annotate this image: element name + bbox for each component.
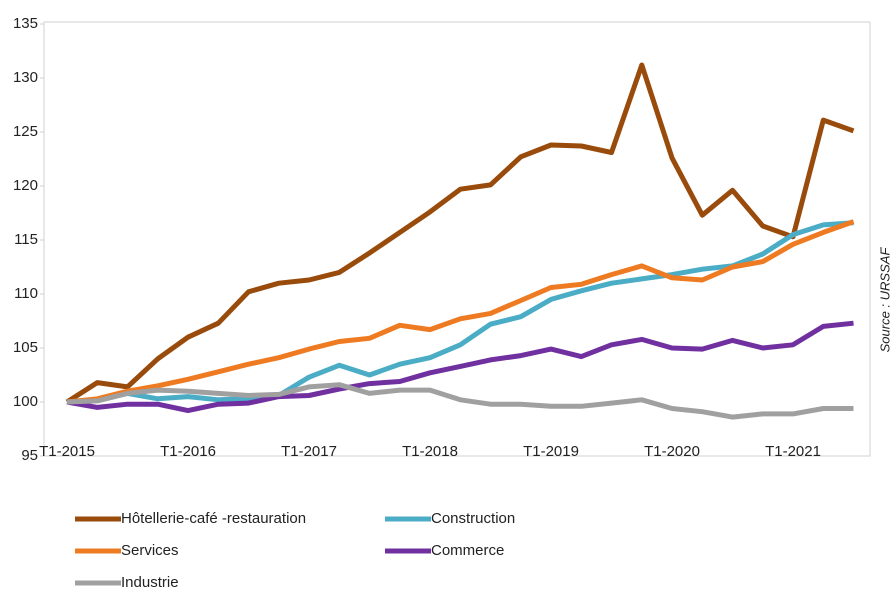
y-tick-label: 110 [14,285,38,302]
series-line [66,382,854,420]
series-line [66,219,855,405]
legend-label: Commerce [431,542,504,559]
y-tick-label: 115 [14,231,38,248]
series-line [66,320,854,414]
x-tick-label: T1-2021 [765,443,821,460]
legend-label: Services [121,542,179,559]
legend-label: Construction [431,510,515,527]
x-tick-label: T1-2017 [281,443,337,460]
x-tick-label: T1-2020 [644,443,700,460]
y-tick-label: 120 [13,177,38,194]
x-tick-label: T1-2019 [523,443,579,460]
y-tick-label: 135 [13,15,38,32]
y-tick-label: 105 [13,339,38,356]
plot-frame [43,21,871,457]
y-tick-label: 125 [13,123,38,140]
y-tick-label: 130 [13,69,38,86]
legend-label: Hôtellerie-café -restauration [121,510,306,527]
x-tick-label: T1-2015 [39,443,95,460]
legend-label: Industrie [121,574,179,591]
x-tick-label: T1-2018 [402,443,458,460]
y-tick-label: 95 [21,447,38,464]
series-line [65,62,855,405]
source-note: Source : URSSAF [877,247,892,353]
series-line [66,220,854,405]
x-tick-label: T1-2016 [160,443,216,460]
y-tick-label: 100 [13,393,38,410]
